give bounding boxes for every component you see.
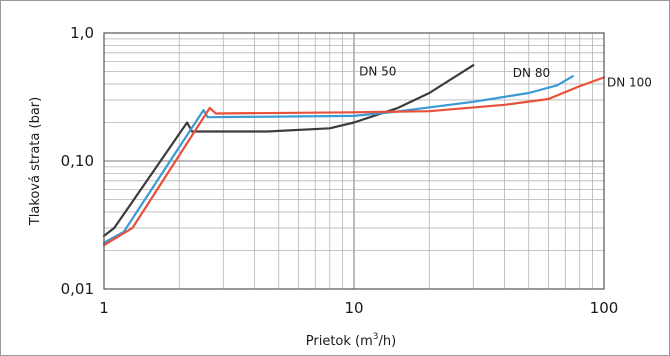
series-label: DN 50 <box>359 65 396 79</box>
series-line-dn-100 <box>102 76 606 247</box>
plot-border <box>103 32 605 290</box>
y-axis-title: Tlaková strata (bar) <box>28 97 43 226</box>
grid <box>104 33 604 289</box>
x-axis-title-sup: 3 <box>373 332 379 342</box>
x-tick-label: 100 <box>590 299 619 317</box>
series-lines <box>102 64 606 247</box>
tick-labels: 1 10 100 0,01 0,10 1,0 <box>61 24 619 317</box>
series-line-dn-80 <box>102 75 574 244</box>
y-tick-label: 1,0 <box>70 24 94 42</box>
y-tick-label: 0,01 <box>61 280 94 298</box>
series-labels: DN 50 DN 80 DN 100 <box>359 65 652 90</box>
series-label: DN 100 <box>607 76 652 90</box>
series-line-dn-50 <box>102 64 475 237</box>
x-axis-title-main: Prietok (m <box>306 334 373 349</box>
x-tick-label: 1 <box>99 299 109 317</box>
x-axis-title: Prietok (m3/h) <box>306 332 396 349</box>
y-tick-label: 0,10 <box>61 152 94 170</box>
x-tick-label: 10 <box>344 299 363 317</box>
series-label: DN 80 <box>513 66 550 80</box>
x-axis-title-tail: /h) <box>379 334 397 349</box>
